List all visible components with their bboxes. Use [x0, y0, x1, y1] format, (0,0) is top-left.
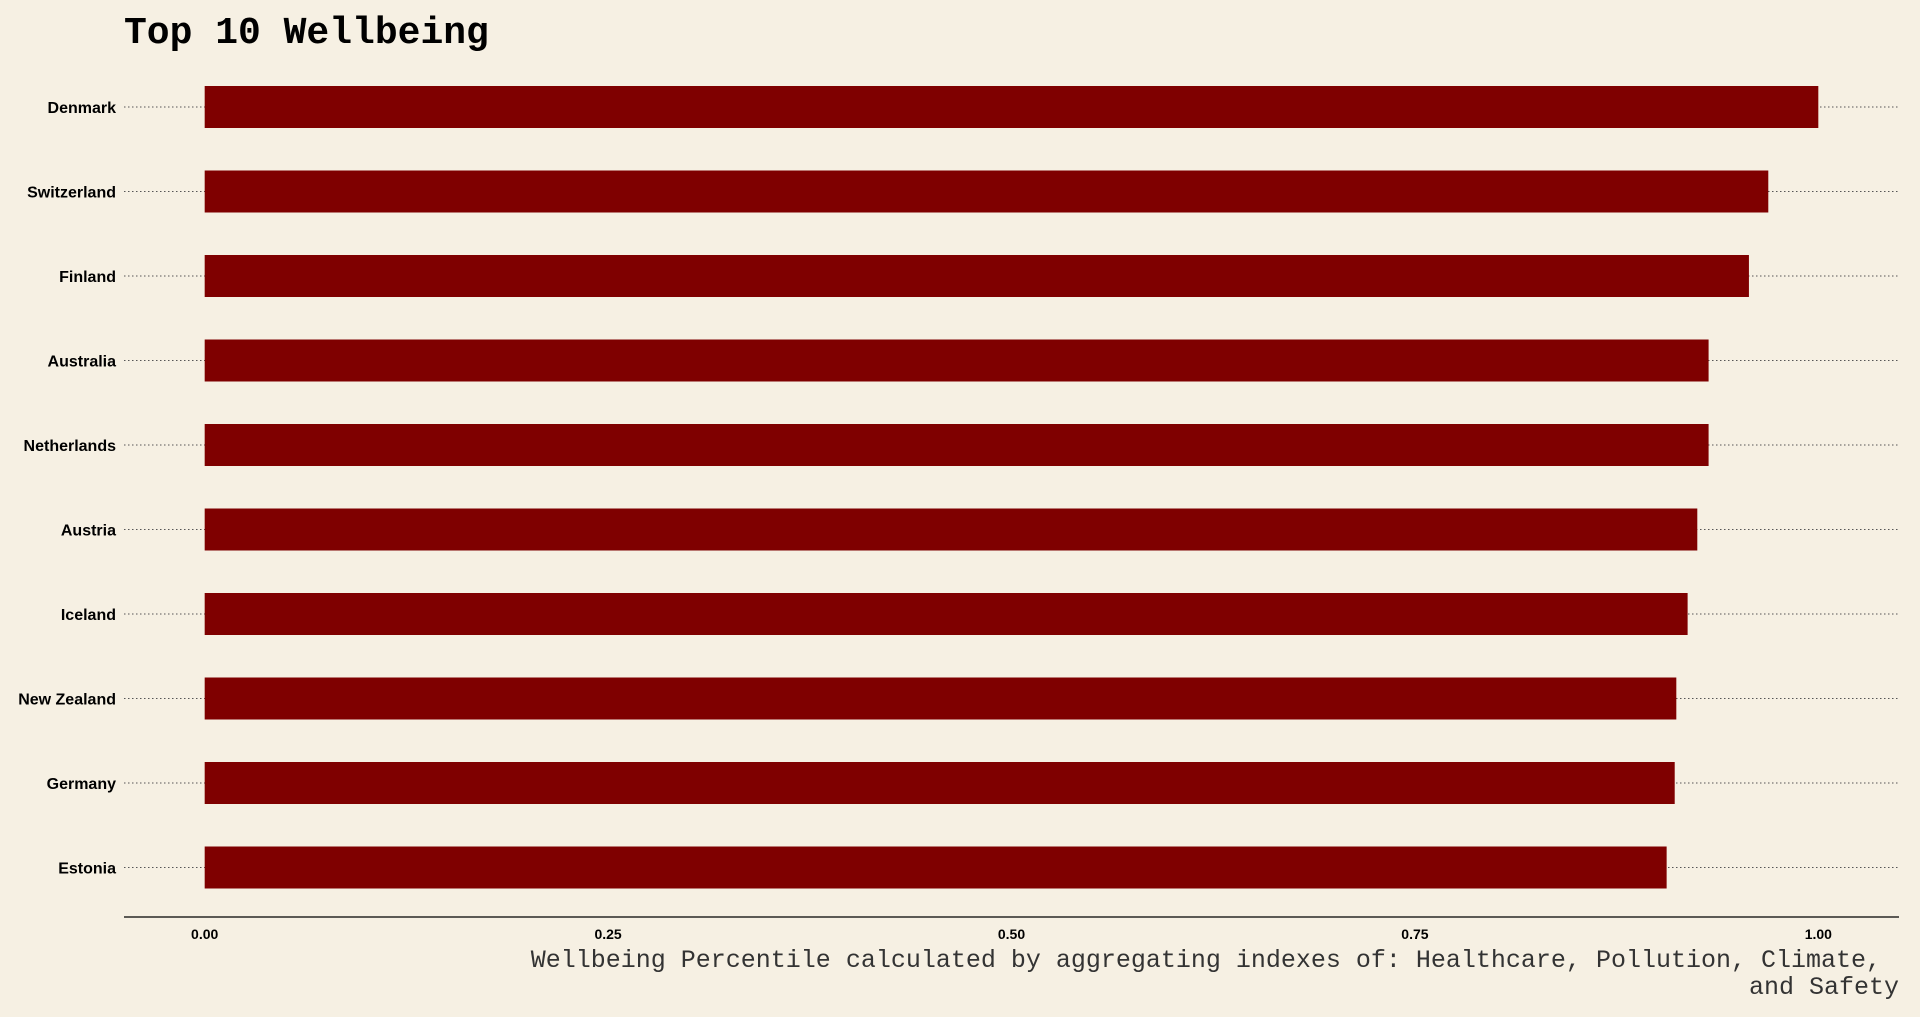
grid-layer: [124, 106, 1899, 868]
bar-netherlands: [204, 424, 1709, 466]
category-label: Finland: [59, 269, 116, 286]
category-label: Iceland: [61, 607, 116, 624]
bar-iceland: [204, 593, 1688, 635]
chart-caption-line-2: and Safety: [1749, 973, 1899, 1002]
x-tick-label: 0.25: [594, 926, 621, 942]
x-tick-label: 1.00: [1805, 926, 1832, 942]
chart-title: Top 10 Wellbeing: [124, 12, 489, 55]
bar-layer: [204, 86, 1819, 889]
bar-estonia: [204, 846, 1667, 889]
bar-austria: [204, 508, 1698, 551]
category-label: Australia: [48, 354, 117, 371]
category-label: Switzerland: [27, 185, 116, 202]
bar-australia: [204, 339, 1709, 382]
bar-new-zealand: [204, 677, 1677, 720]
bar-denmark: [204, 86, 1819, 128]
category-label: New Zealand: [18, 692, 116, 709]
category-label: Netherlands: [24, 438, 117, 455]
x-axis-ticks: 0.00 0.25 0.50 0.75 1.00: [191, 926, 1832, 942]
x-tick-label: 0.75: [1401, 926, 1428, 942]
category-label: Austria: [61, 523, 116, 540]
category-labels: Denmark Switzerland Finland Australia Nether…: [18, 100, 116, 878]
category-label: Germany: [47, 776, 116, 793]
x-tick-label: 0.00: [191, 926, 218, 942]
bar-germany: [204, 762, 1675, 804]
bar-switzerland: [204, 170, 1769, 213]
x-tick-label: 0.50: [998, 926, 1025, 942]
category-label: Denmark: [48, 100, 117, 117]
bar-finland: [204, 255, 1749, 297]
chart-caption-line-1: Wellbeing Percentile calculated by aggre…: [531, 946, 1881, 975]
category-label: Estonia: [58, 861, 116, 878]
